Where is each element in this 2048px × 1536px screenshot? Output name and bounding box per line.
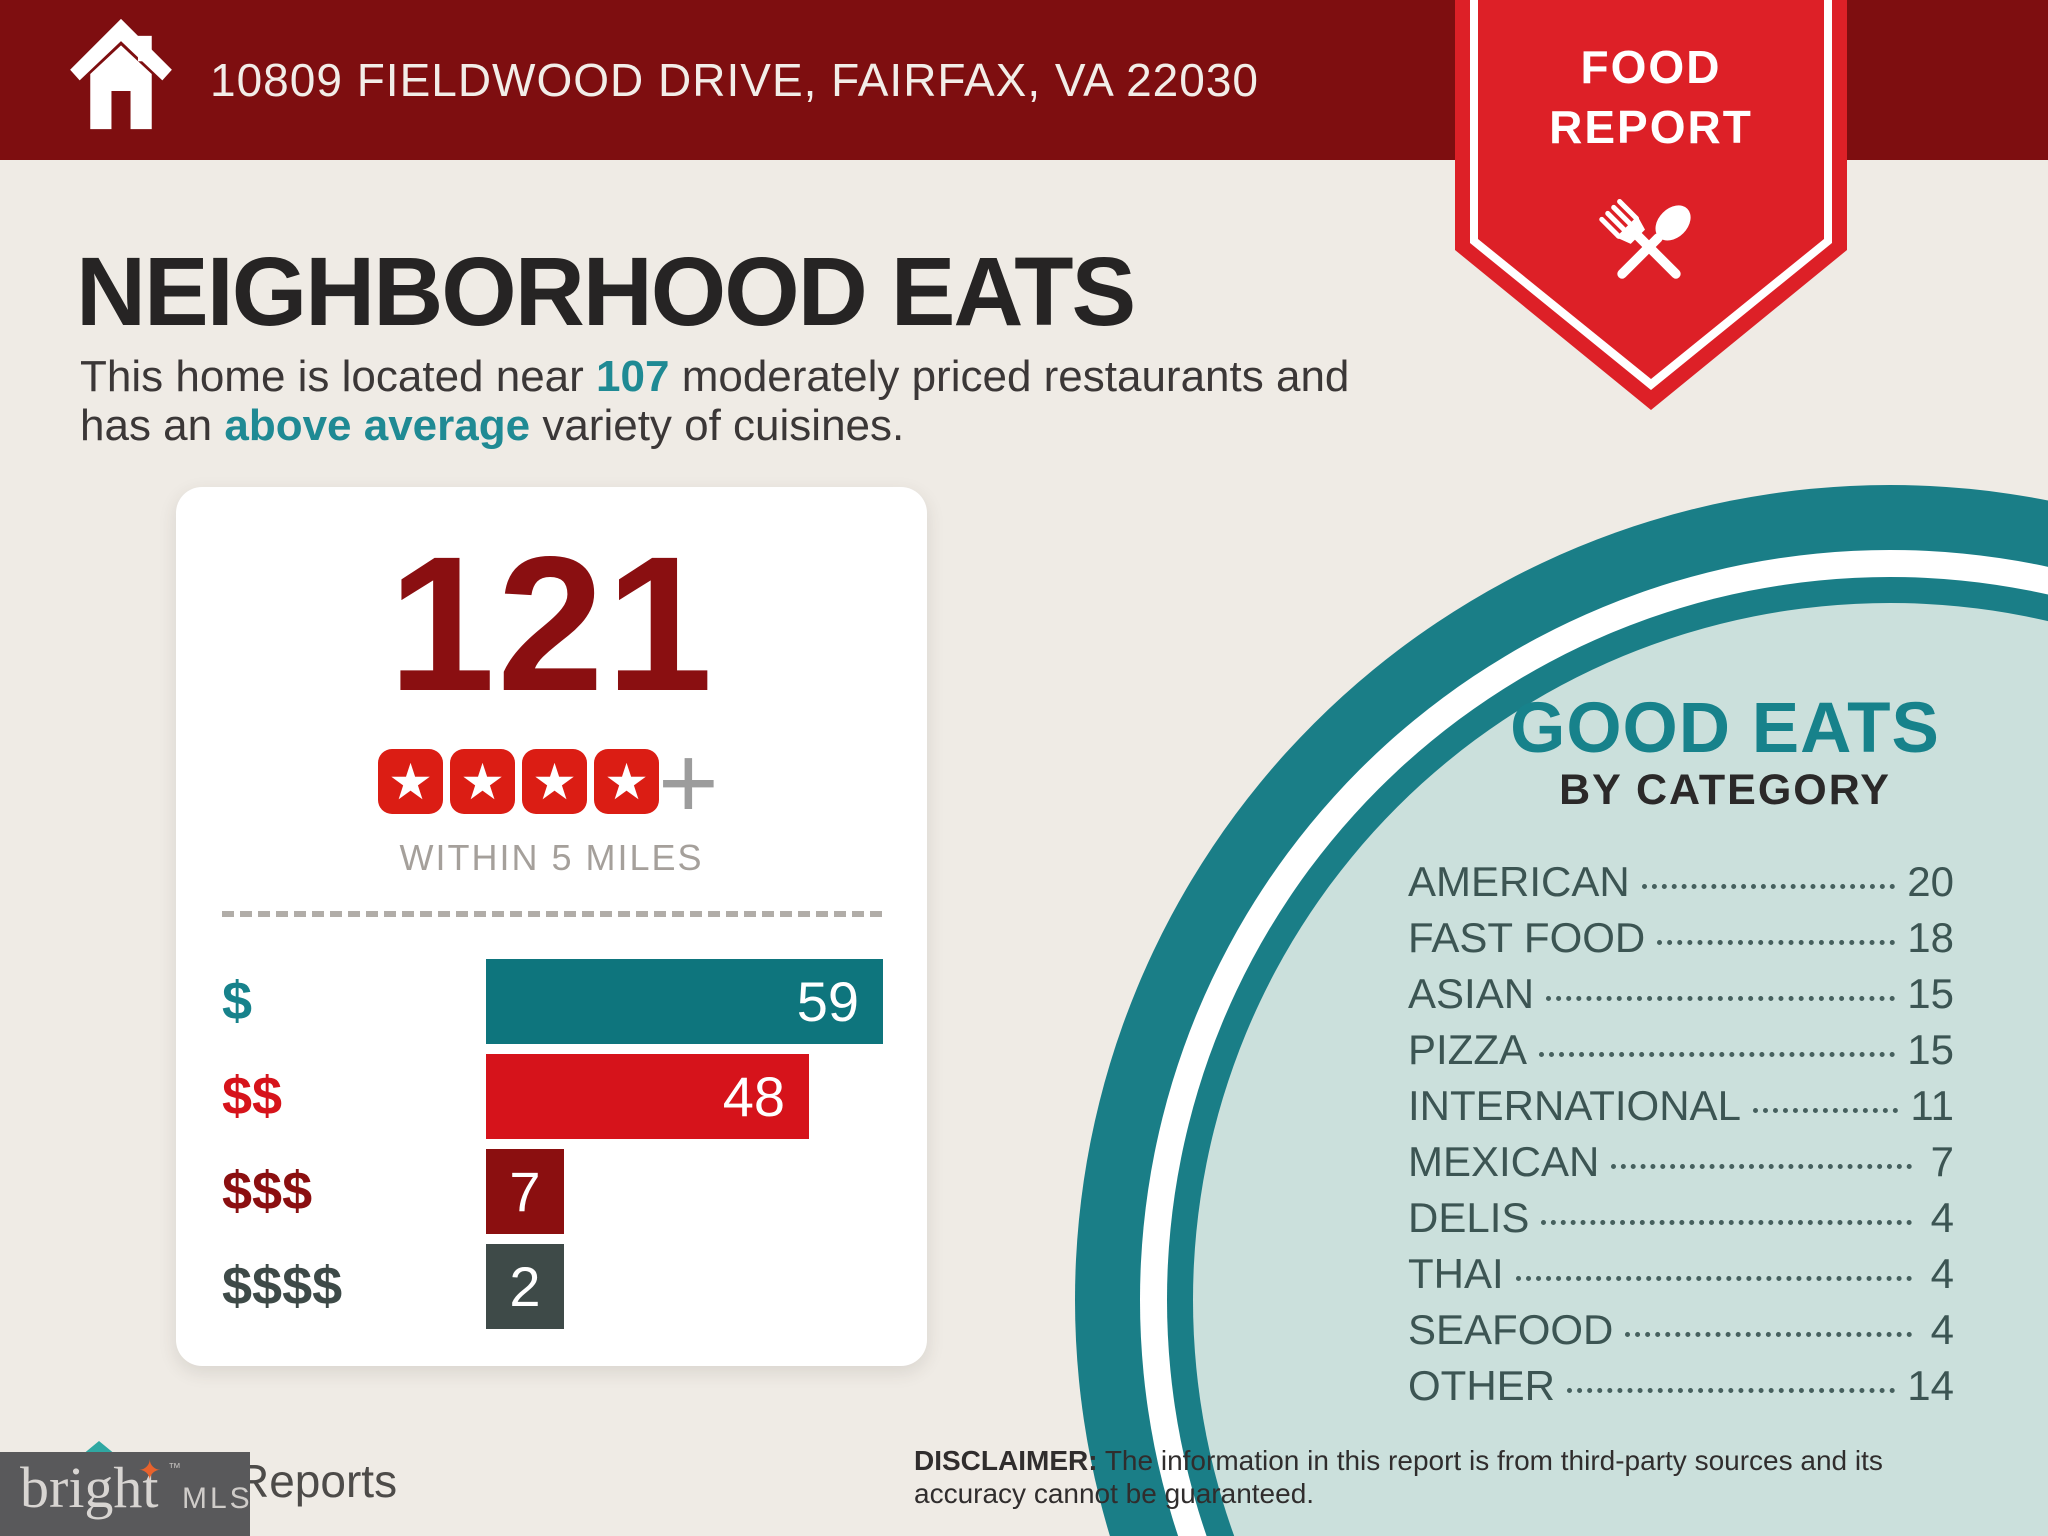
radius-caption: WITHIN 5 MILES xyxy=(399,837,704,878)
intro-part3: has an xyxy=(80,401,225,450)
category-row: DELIS 4 xyxy=(1408,1194,1954,1241)
ribbon-title-line1: FOOD xyxy=(1580,41,1722,93)
category-value: 4 xyxy=(1930,1250,1954,1297)
reports-logo-text: Reports xyxy=(236,1455,398,1507)
restaurant-count-inline: 107 xyxy=(596,352,670,401)
disclaimer-text1: The information in this report is from t… xyxy=(1097,1445,1883,1476)
price-tier-label: $$$ xyxy=(222,1161,313,1221)
price-tier-bar: 7 xyxy=(486,1149,564,1234)
category-label: SEAFOOD xyxy=(1408,1306,1614,1353)
category-row: OTHER 14 xyxy=(1408,1362,1954,1409)
rating-star-icon: ★ xyxy=(450,749,515,814)
category-value: 11 xyxy=(1910,1082,1954,1129)
dotted-leader xyxy=(1539,1052,1896,1057)
price-tier-bar: 48 xyxy=(486,1054,809,1139)
category-value: 7 xyxy=(1930,1138,1954,1185)
dotted-leader xyxy=(1546,996,1896,1001)
category-value: 4 xyxy=(1930,1306,1954,1353)
category-label: AMERICAN xyxy=(1408,858,1630,905)
rating-star-icon: ★ xyxy=(594,749,659,814)
intro-text: This home is located near 107 moderately… xyxy=(80,352,1480,450)
category-row: AMERICAN 20 xyxy=(1408,858,1954,905)
category-list: AMERICAN 20 FAST FOOD 18 ASIAN 15 PIZZA 15 INTER… xyxy=(1408,858,1954,1418)
good-eats-subtitle: BY CATEGORY xyxy=(1559,766,1891,814)
intro-part2: moderately priced restaurants and xyxy=(669,352,1350,401)
above-average-highlight: above average xyxy=(224,401,531,450)
disclaimer: DISCLAIMER: The information in this repo… xyxy=(914,1444,1994,1510)
intro-part1: This home is located near xyxy=(80,352,597,401)
brightmls-logo: bright ✦ ™ MLS xyxy=(0,1452,250,1536)
category-value: 18 xyxy=(1907,914,1954,961)
price-row: $$ 48 xyxy=(176,1054,927,1139)
rating-stars: ★ ★ ★ ★ xyxy=(378,749,659,814)
rating-star-icon: ★ xyxy=(378,749,443,814)
price-tier-label: $$$$ xyxy=(222,1256,343,1316)
dashed-divider xyxy=(222,911,882,917)
category-row: MEXICAN 7 xyxy=(1408,1138,1954,1185)
category-label: FAST FOOD xyxy=(1408,914,1646,961)
disclaimer-label: DISCLAIMER: xyxy=(914,1445,1098,1476)
plus-icon: + xyxy=(658,725,719,841)
category-row: THAI 4 xyxy=(1408,1250,1954,1297)
dotted-leader xyxy=(1611,1164,1912,1169)
disclaimer-text2: accuracy cannot be guaranteed. xyxy=(914,1478,1315,1509)
category-label: DELIS xyxy=(1408,1194,1530,1241)
category-value: 20 xyxy=(1907,858,1954,905)
category-row: PIZZA 15 xyxy=(1408,1026,1954,1073)
price-tier-bar: 2 xyxy=(486,1244,564,1329)
dotted-leader xyxy=(1752,1108,1899,1113)
dotted-leader xyxy=(1515,1276,1912,1281)
bright-star-icon: ✦ xyxy=(138,1455,162,1486)
price-row: $$$ 7 xyxy=(176,1149,927,1234)
price-row: $59 xyxy=(176,959,927,1044)
dotted-leader xyxy=(1541,1220,1912,1225)
category-label: INTERNATIONAL xyxy=(1408,1082,1741,1129)
dotted-leader xyxy=(1567,1388,1896,1393)
category-value: 14 xyxy=(1907,1362,1954,1409)
category-label: PIZZA xyxy=(1408,1026,1528,1073)
page-title: NEIGHBORHOOD EATS xyxy=(76,237,1136,346)
category-value: 15 xyxy=(1907,1026,1954,1073)
mls-wordmark: MLS xyxy=(182,1482,253,1515)
crossed-spoon-fork-icon xyxy=(1599,199,1691,279)
category-value: 15 xyxy=(1907,970,1954,1017)
food-report-ribbon xyxy=(1455,0,1847,410)
category-row: ASIAN 15 xyxy=(1408,970,1954,1017)
dotted-leader xyxy=(1641,884,1896,889)
dotted-leader xyxy=(1657,940,1896,945)
category-row: FAST FOOD 18 xyxy=(1408,914,1954,961)
restaurant-count-card: 121 ★ ★ ★ ★ + WITHIN 5 MILES $59 $$ 48 $$$ 7 $$$… xyxy=(176,487,927,1366)
good-eats-title: GOOD EATS xyxy=(1510,689,1940,768)
home-icon xyxy=(70,18,172,130)
rating-star-icon: ★ xyxy=(522,749,587,814)
intro-part4: variety of cuisines. xyxy=(530,401,905,450)
price-tier-label: $ xyxy=(222,971,253,1031)
category-label: THAI xyxy=(1408,1250,1504,1297)
category-row: INTERNATIONAL 11 xyxy=(1408,1082,1954,1129)
restaurant-count: 121 xyxy=(388,516,715,731)
trademark-symbol: ™ xyxy=(168,1460,181,1475)
category-row: SEAFOOD 4 xyxy=(1408,1306,1954,1353)
price-row: $$$$ 2 xyxy=(176,1244,927,1329)
category-label: MEXICAN xyxy=(1408,1138,1600,1185)
reports-house-icon xyxy=(82,1441,116,1455)
property-address: 10809 FIELDWOOD DRIVE, FAIRFAX, VA 22030 xyxy=(210,54,1260,106)
ribbon-title-line2: REPORT xyxy=(1549,101,1753,153)
dotted-leader xyxy=(1625,1332,1912,1337)
category-value: 4 xyxy=(1930,1194,1954,1241)
price-tier-label: $$ xyxy=(222,1066,283,1126)
category-label: OTHER xyxy=(1408,1362,1555,1409)
category-label: ASIAN xyxy=(1408,970,1535,1017)
price-tier-bar: 59 xyxy=(486,959,883,1044)
bright-wordmark: bright xyxy=(20,1455,159,1520)
